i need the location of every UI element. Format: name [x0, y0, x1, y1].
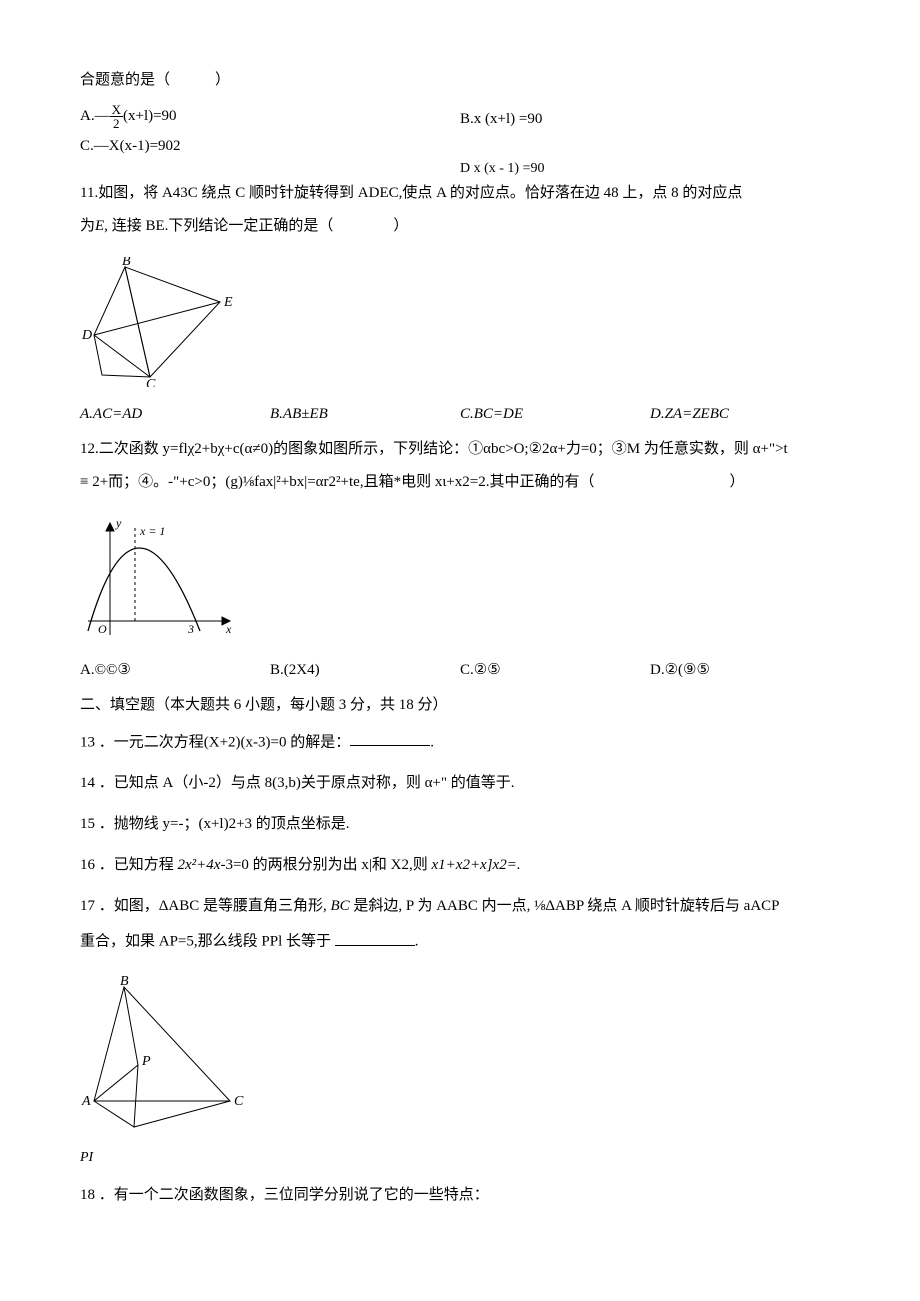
- q11-label-d: D: [81, 328, 92, 343]
- q10-opt-blank: [80, 159, 460, 179]
- q11-opt-b: B.AB±EB: [270, 404, 460, 425]
- q11-l2-pre: 为: [80, 218, 95, 234]
- q16: 16 ．已知方程 2x²+4x-3=0 的两根分别为出 x|和 X2,则 x1+…: [80, 855, 840, 876]
- q10-tail: 合题意的是（ ）: [80, 70, 840, 91]
- q17-line2: 重合，如果 AP=5,那么线段 PPl 长等于 .: [80, 929, 840, 953]
- q17-svg: B A C P: [80, 973, 250, 1145]
- q13: 13 ．一元二次方程(X+2)(x-3)=0 的解是：.: [80, 730, 840, 754]
- q10-opt-a: A.—X2(x+l)=90: [80, 103, 460, 130]
- q11-svg: B E D C: [80, 257, 240, 387]
- q17-label-a: A: [81, 1094, 91, 1109]
- q17-label-pi: PI: [80, 1148, 840, 1168]
- q10-a-frac-bot: 2: [110, 117, 123, 130]
- q11-line2: 为E, 连接 BE.下列结论一定正确的是（ ）: [80, 216, 840, 237]
- q10-a-pre: A.—: [80, 108, 110, 124]
- q12-line2: ≡ 2+而；④。-"+c>0；(g)⅛fax|²+bx|=αr2²+te,且箱*…: [80, 472, 840, 493]
- blank-underline: [335, 929, 415, 946]
- section2-title: 二、填空题（本大题共 6 小题，每小题 3 分，共 18 分）: [80, 695, 840, 716]
- q12-label-xeq1: x = 1: [139, 524, 165, 538]
- q14: 14 ．已知点 A（小-2）与点 8(3,b)关于原点对称，则 α+" 的值等于…: [80, 773, 840, 794]
- q11-opt-d: D.ZA=ZEBC: [650, 404, 840, 425]
- q10-opt-d: D x (x - 1) =90: [460, 159, 840, 179]
- q17-l2-pre: 重合，如果 AP=5,那么线段 PPl 长等于: [80, 934, 335, 950]
- q16-ital2: x1+x2+x]x2=.: [432, 857, 521, 873]
- q17-figure: B A C P PI: [80, 973, 840, 1168]
- q18: 18 ．有一个二次函数图象，三位同学分别说了它的一些特点：: [80, 1185, 840, 1206]
- q12-opt-b: B.(2X4): [270, 660, 460, 681]
- q17-label-p: P: [141, 1054, 151, 1069]
- q12-label-x: x: [225, 622, 232, 636]
- q16-pre: 16 ．已知方程: [80, 857, 178, 873]
- q12-figure: y x = 1 O 3 x: [80, 513, 840, 650]
- q10-opts-row1: A.—X2(x+l)=90 B.x (x+l) =90: [80, 103, 840, 130]
- q11-line1: 11.如图，将 A43C 绕点 C 顺时针旋转得到 ADEC,使点 A 的对应点…: [80, 183, 840, 204]
- q12-opt-a: A.©©③: [80, 660, 270, 681]
- q11-opt-c: C.BC=DE: [460, 404, 650, 425]
- q12-label-o: O: [98, 622, 107, 636]
- q11-label-c: C: [146, 377, 156, 387]
- q12-svg: y x = 1 O 3 x: [80, 513, 240, 643]
- q12-line1: 12.二次函数 y=flχ2+bχ+c(α≠0)的图象如图所示，下列结论：①αb…: [80, 439, 840, 460]
- q17-l1-ital: BC: [331, 898, 350, 914]
- q12-opts: A.©©③ B.(2X4) C.②⑤ D.②(⑨⑤: [80, 660, 840, 681]
- q17-label-c: C: [234, 1094, 244, 1109]
- q10-a-frac-top: X: [110, 103, 123, 117]
- q10-opt-d-blank: [460, 136, 840, 157]
- q10-a-post: (x+l)=90: [123, 108, 177, 124]
- q16-ital: 2x²+4x-: [178, 857, 226, 873]
- q10-a-frac: X2: [110, 103, 123, 130]
- q10-opts-row3: D x (x - 1) =90: [80, 159, 840, 179]
- q17-l1-pre: 17 ．如图，ΔABC 是等腰直角三角形,: [80, 898, 331, 914]
- q10-opts-row2: C.—X(x-1)=902: [80, 136, 840, 157]
- q17-label-b: B: [120, 974, 129, 989]
- q15: 15 ．抛物线 y=-；(x+l)2+3 的顶点坐标是.: [80, 814, 840, 835]
- q11-opt-a: A.AC=AD: [80, 404, 270, 425]
- q16-post: 3=0 的两根分别为出 x|和 X2,则: [225, 857, 431, 873]
- q12-opt-c: C.②⑤: [460, 660, 650, 681]
- q17-line1: 17 ．如图，ΔABC 是等腰直角三角形, BC 是斜边, P 为 AABC 内…: [80, 896, 840, 917]
- q10-c-post: X(x-1)=902: [109, 138, 181, 154]
- q17-l1-mid: 是斜边, P 为 AABC 内一点, ⅛ΔABP 绕点 A 顺时针旋转后与 aA…: [350, 898, 780, 914]
- q10-c-pre: C.—: [80, 138, 109, 154]
- q13-pre: 13 ．一元二次方程(X+2)(x-3)=0 的解是：: [80, 734, 350, 750]
- q10-opt-b: B.x (x+l) =90: [460, 103, 840, 130]
- q11-figure: B E D C: [80, 257, 840, 394]
- q11-l2-ital: E,: [95, 218, 108, 234]
- q12-label-3: 3: [187, 622, 194, 636]
- q13-post: .: [430, 734, 434, 750]
- q11-l2-post: 连接 BE.下列结论一定正确的是（ ）: [108, 218, 408, 234]
- q11-label-b: B: [122, 257, 131, 269]
- q11-opts: A.AC=AD B.AB±EB C.BC=DE D.ZA=ZEBC: [80, 404, 840, 425]
- q12-opt-d: D.②(⑨⑤: [650, 660, 840, 681]
- q17-l2-post: .: [415, 934, 419, 950]
- blank-underline: [350, 730, 430, 747]
- q11-label-e: E: [223, 295, 233, 310]
- q12-label-y: y: [115, 516, 122, 530]
- q10-opt-c: C.—X(x-1)=902: [80, 136, 460, 157]
